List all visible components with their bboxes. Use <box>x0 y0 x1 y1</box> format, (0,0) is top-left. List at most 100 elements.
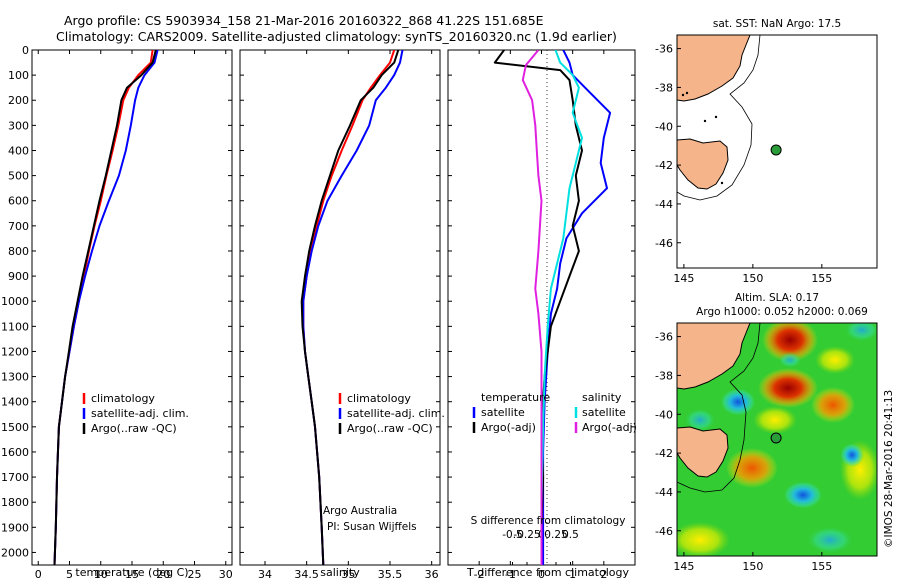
x-tick-label: 20 <box>156 568 170 580</box>
island-dot <box>714 115 718 119</box>
sla-mainland-land <box>677 323 751 390</box>
map-y-tick-label: -46 <box>655 237 673 250</box>
depth-tick-label: 1200 <box>1 345 29 358</box>
x-tick-label: 34 <box>258 568 272 580</box>
map-x-tick-label: 150 <box>742 560 763 573</box>
s-difference-axis: -0.5-0.250 0.250.5 <box>502 529 579 565</box>
map-x-tick-label: 150 <box>742 272 763 285</box>
depth-tick-label: 800 <box>8 245 29 258</box>
legend-label: satellite <box>582 406 626 419</box>
series-line-s-argo-adj- <box>521 50 543 565</box>
pi-label: PI: Susan Wijffels <box>327 521 417 533</box>
x-tick-label: -2 <box>474 568 485 580</box>
tasmania-land <box>677 138 729 190</box>
temperature-xlabel: temperature (deg C) <box>75 566 188 579</box>
s-tick-label: -0.25 <box>513 529 540 541</box>
legend-label: satellite <box>481 406 525 419</box>
legend-label: Argo(..raw -QC) <box>347 422 433 435</box>
map-y-tick-label: -38 <box>655 81 673 94</box>
depth-tick-label: 300 <box>8 119 29 132</box>
series-line-argo-raw-qc- <box>300 50 400 565</box>
depth-tick-label: 1400 <box>1 396 29 409</box>
depth-tick-label: 1800 <box>1 496 29 509</box>
x-tick-label: 25 <box>188 568 202 580</box>
depth-tick-label: 0 <box>22 44 29 57</box>
depth-tick-label: 1000 <box>1 295 29 308</box>
x-tick-label: -1 <box>505 568 516 580</box>
depth-tick-label: 1700 <box>1 471 29 484</box>
depth-tick-label: 1100 <box>1 320 29 333</box>
temperature-legend: climatology satellite-adj. clim. Argo(..ra… <box>82 392 189 435</box>
depth-tick-label: 1900 <box>1 521 29 534</box>
temperature-axes-box <box>31 49 233 566</box>
map-x-tick-label: 145 <box>673 560 694 573</box>
legend-label: Argo(..raw -QC) <box>91 422 177 435</box>
x-tick-label: 1 <box>569 568 576 580</box>
legend-label: climatology <box>347 392 411 405</box>
temperature-panel: 0100200300400500600700800900100011001200… <box>1 44 233 580</box>
depth-tick-label: 400 <box>8 144 29 157</box>
argo-australia-label: Argo Australia <box>323 505 397 517</box>
map-y-tick-label: -40 <box>655 408 673 421</box>
sst-profile-marker <box>770 144 782 156</box>
sst-map: sat. SST: NaN Argo: 17.5 145 150 155 -36 -38… <box>655 18 878 285</box>
map-x-tick-label: 155 <box>811 560 832 573</box>
map-y-tick-label: -46 <box>655 525 673 538</box>
s-tick-label: -0.5 <box>502 529 523 541</box>
series-line-s-satellite <box>540 50 583 565</box>
map-y-tick-label: -36 <box>655 331 673 344</box>
map-y-tick-label: -42 <box>655 447 673 460</box>
s-tick-label: 0.25 <box>544 529 567 541</box>
salinity-xlabel: salinity <box>320 566 360 579</box>
x-tick-label: 30 <box>219 568 233 580</box>
sla-map-title-2: Argo h1000: 0.052 h2000: 0.069 <box>696 306 868 318</box>
s-difference-label: S difference from climatology <box>471 515 626 527</box>
island-dot <box>720 181 724 185</box>
x-tick-label: 15 <box>125 568 139 580</box>
island-dot <box>703 119 707 123</box>
map-x-tick-label: 145 <box>673 272 694 285</box>
depth-tick-label: 100 <box>8 69 29 82</box>
imos-credit: ©IMOS 28-Mar-2016 20:41:13 <box>883 390 895 548</box>
salinity-x-axis: 34 34.5 35 35.5 36 <box>258 50 439 580</box>
depth-tick-label: 2000 <box>1 546 29 559</box>
sla-profile-marker <box>770 432 782 444</box>
x-tick-label: 35 <box>341 568 355 580</box>
depth-tick-label: 700 <box>8 220 29 233</box>
salinity-panel: 34 34.5 35 35.5 36 salinity climatology satel… <box>239 49 445 580</box>
map-y-tick-label: -42 <box>655 159 673 172</box>
x-tick-label: 0 <box>35 568 42 580</box>
mainland-land <box>677 35 751 102</box>
island-dot <box>685 91 689 95</box>
x-tick-label: 5 <box>66 568 73 580</box>
depth-tick-label: 1500 <box>1 421 29 434</box>
series-line-argo-raw-qc- <box>53 50 157 565</box>
x-tick-label: 34.5 <box>294 568 319 580</box>
legend-label: satellite-adj. clim. <box>347 407 445 420</box>
legend-label: Argo(-adj) <box>481 421 536 434</box>
salinity-legend: climatology satellite-adj. clim. Argo(..ra… <box>338 392 445 435</box>
difference-panel: -2 -1 0 1 2 -0.5-0.250 0.250.5 S difference f… <box>447 49 637 580</box>
depth-tick-label: 500 <box>8 170 29 183</box>
depth-tick-label: 1600 <box>1 446 29 459</box>
sla-tasmania-land <box>677 426 729 478</box>
map-y-tick-label: -38 <box>655 369 673 382</box>
t-difference-xlabel: T difference from climatology <box>466 566 629 579</box>
sla-map: Altim. SLA: 0.17 Argo h1000: 0.052 h2000… <box>655 292 895 573</box>
legend-header-salinity: salinity <box>582 391 622 404</box>
depth-tick-label: 600 <box>8 195 29 208</box>
legend-label: Argo(-adj) <box>582 421 637 434</box>
x-tick-label: 0 <box>538 568 545 580</box>
map-y-tick-label: -44 <box>655 198 673 211</box>
depth-tick-label: 1300 <box>1 371 29 384</box>
temperature-x-axis: 0 5 10 15 20 25 30 <box>35 50 233 580</box>
x-tick-label: 10 <box>94 568 108 580</box>
difference-legend: temperature salinity satellite Argo(-adj) sa… <box>472 391 637 434</box>
legend-label: climatology <box>91 392 155 405</box>
x-tick-label: 36 <box>425 568 439 580</box>
sla-map-title-1: Altim. SLA: 0.17 <box>735 292 819 304</box>
sst-map-title: sat. SST: NaN Argo: 17.5 <box>713 18 841 30</box>
map-y-tick-label: -44 <box>655 486 673 499</box>
legend-label: satellite-adj. clim. <box>91 407 189 420</box>
